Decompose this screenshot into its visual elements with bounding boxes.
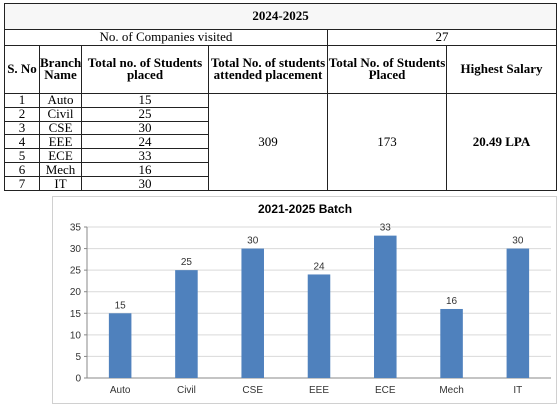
row-branch: Auto	[39, 92, 82, 108]
table-title: 2024-2025	[3, 3, 557, 30]
bar-cse	[241, 248, 264, 378]
row-placed: 24	[81, 134, 209, 150]
row-sno: 1	[4, 92, 40, 108]
x-tick-label: Civil	[177, 385, 196, 396]
table-row: 1 Auto 15 309 173 20.49 LPA	[4, 92, 557, 192]
row-branch: ECE	[39, 148, 82, 164]
placed-total: 173	[327, 92, 447, 192]
highest-salary-value: 20.49 LPA	[445, 92, 557, 192]
row-placed: 30	[81, 120, 209, 136]
x-tick-label: IT	[513, 385, 522, 396]
x-tick-label: EEE	[309, 385, 329, 396]
row-sno: 5	[4, 148, 40, 164]
row-branch: EEE	[39, 134, 82, 150]
bar-value-label: 33	[380, 223, 392, 234]
chart-title: 2021-2025 Batch	[258, 202, 352, 216]
bar-value-label: 30	[247, 236, 259, 247]
row-placed: 25	[81, 106, 209, 122]
bar-value-label: 15	[115, 300, 127, 311]
table-row: 7 IT 30	[4, 176, 557, 191]
header-students-placed: Total no. of Students placed	[81, 44, 209, 94]
y-tick-label: 35	[70, 223, 82, 234]
header-sno: S. No	[4, 44, 40, 94]
x-tick-label: Mech	[439, 385, 463, 396]
table-row: 2 Civil 25	[4, 106, 557, 122]
row-branch: Mech	[39, 162, 82, 178]
row-branch: Civil	[39, 106, 82, 122]
x-tick-label: CSE	[242, 385, 263, 396]
row-placed: 30	[81, 176, 209, 191]
header-students-attended: Total No. of students attended placement	[208, 44, 328, 94]
y-tick-label: 10	[70, 330, 82, 341]
row-sno: 7	[4, 176, 40, 191]
header-total-placed: Total No. of Students Placed	[327, 44, 447, 94]
row-sno: 4	[4, 134, 40, 150]
x-tick-label: Auto	[110, 385, 131, 396]
bar-value-label: 30	[512, 236, 524, 247]
row-placed: 16	[81, 162, 209, 178]
row-sno: 3	[4, 120, 40, 136]
x-tick-label: ECE	[375, 385, 396, 396]
y-tick-label: 15	[70, 309, 82, 320]
y-tick-label: 20	[70, 287, 82, 298]
bar-value-label: 24	[313, 261, 325, 272]
row-branch: IT	[39, 176, 82, 191]
bar-civil	[175, 270, 198, 378]
placement-table: 2024-2025 No. of Companies visited 27 S.…	[3, 3, 557, 192]
bar-ece	[374, 235, 397, 378]
row-placed: 15	[81, 92, 209, 108]
header-highest-salary: Highest Salary	[445, 44, 557, 94]
row-branch: CSE	[39, 120, 82, 136]
companies-visited-value: 27	[326, 28, 557, 46]
row-sno: 6	[4, 162, 40, 178]
y-tick-label: 0	[75, 374, 81, 385]
bar-value-label: 16	[446, 296, 458, 307]
bar-chart: 2021-2025 Batch 0 5 10 15 20 25 30 35 15 Auto 25 Ci…	[52, 196, 557, 404]
chart-gridlines	[87, 226, 551, 357]
bar-mech	[440, 308, 463, 378]
y-tick-label: 5	[75, 352, 81, 363]
bar-it	[506, 248, 530, 378]
chart-canvas: 2021-2025 Batch 0 5 10 15 20 25 30 35 15 Auto 25 Ci…	[70, 202, 551, 397]
header-branch: Branch Name	[39, 44, 82, 94]
y-tick-label: 30	[70, 244, 82, 255]
bar-value-label: 25	[181, 257, 193, 268]
y-tick-label: 25	[70, 266, 82, 277]
row-placed: 33	[81, 148, 209, 164]
row-sno: 2	[4, 106, 40, 122]
chart-bars	[108, 235, 530, 378]
chart-labels: 0 5 10 15 20 25 30 35 15 Auto 25 Civil 30 CSE 24 EEE 33 E…	[70, 223, 524, 397]
bar-auto	[108, 313, 132, 378]
bar-eee	[307, 274, 331, 378]
attended-total: 309	[208, 92, 328, 192]
companies-visited-label: No. of Companies visited	[4, 28, 328, 46]
